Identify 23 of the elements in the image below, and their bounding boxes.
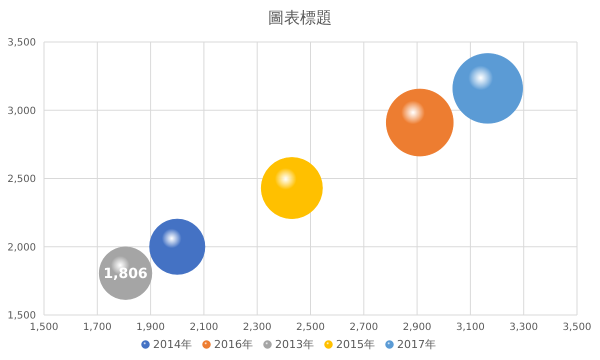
y-tick-label: 2,500 [7, 174, 36, 186]
y-tick-label: 3,000 [7, 106, 36, 117]
data-label: 1,806 [103, 266, 148, 282]
y-tick-label: 1,500 [7, 310, 36, 322]
x-tick-label: 3,300 [509, 322, 538, 334]
legend-label: 2015年 [336, 337, 375, 352]
x-tick-label: 2,100 [190, 322, 218, 334]
x-tick-label: 2,300 [242, 322, 272, 334]
legend-label: 2016年 [214, 337, 253, 352]
x-tick-label: 1,900 [136, 322, 165, 334]
legend-label: 2017年 [397, 337, 436, 352]
x-tick-label: 1,700 [82, 322, 112, 334]
x-tick-label: 2,500 [296, 322, 325, 334]
x-tick-label: 2,700 [349, 322, 378, 334]
y-tick-label: 2,000 [7, 242, 36, 254]
x-tick-label: 2,900 [402, 322, 432, 334]
x-tick-label: 3,100 [456, 322, 485, 334]
y-tick-label: 3,500 [7, 38, 36, 49]
legend-label: 2014年 [153, 337, 192, 352]
x-tick-label: 3,500 [562, 322, 592, 334]
legend-label: 2013年 [275, 337, 314, 352]
x-tick-label: 1,500 [30, 322, 58, 334]
chart-title: 圖表標題 [267, 8, 333, 29]
